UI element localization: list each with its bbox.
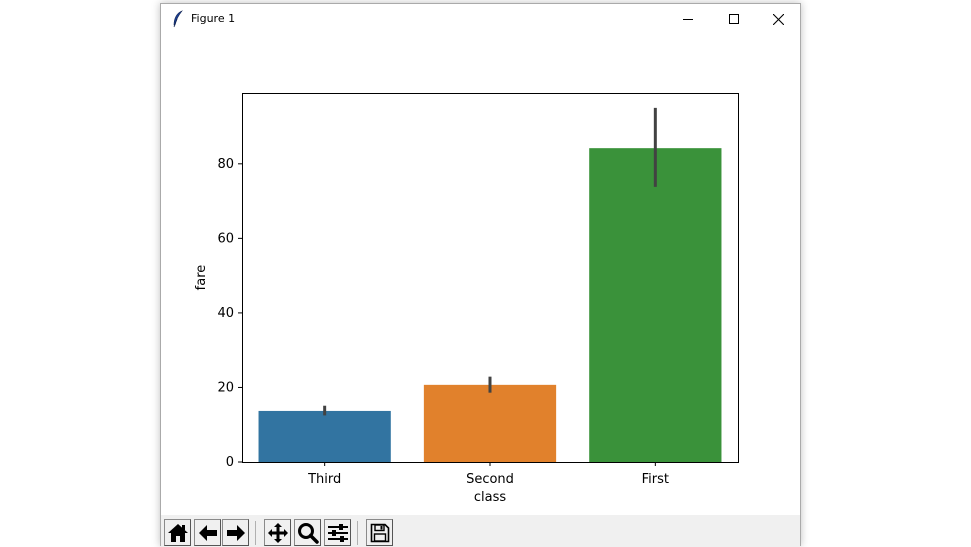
home-icon [167, 523, 188, 542]
x-axis-label: class [474, 490, 506, 505]
maximize-icon [729, 14, 739, 24]
move-icon [267, 522, 288, 543]
minimize-icon [683, 19, 693, 20]
pan-button[interactable] [264, 519, 291, 546]
bar [423, 384, 557, 462]
x-tick-label: Third [307, 472, 341, 487]
arrow-left-icon [198, 524, 217, 541]
configure-subplots-button[interactable] [324, 519, 351, 546]
y-tick-label: 60 [217, 231, 234, 246]
x-tick-label: First [642, 472, 669, 487]
close-icon [772, 13, 784, 25]
y-axis-label: fare [194, 265, 209, 291]
figure-window: Figure 1 0 20 40 60 80 Third Second First class f… [160, 3, 801, 547]
home-button[interactable] [164, 519, 191, 546]
forward-button[interactable] [222, 519, 249, 546]
bar-chart: 0 20 40 60 80 Third Second First class fare [194, 93, 739, 505]
save-button[interactable] [366, 519, 393, 546]
y-tick-label: 80 [217, 157, 234, 172]
floppy-disk-icon [370, 523, 389, 542]
x-tick-label: Second [466, 472, 514, 487]
y-tick-label: 0 [226, 455, 234, 470]
y-tick-label: 40 [217, 306, 234, 321]
magnifier-icon [297, 522, 319, 544]
minimize-button[interactable] [665, 4, 711, 34]
feather-icon [173, 10, 183, 28]
zoom-button[interactable] [294, 519, 321, 546]
back-button[interactable] [194, 519, 221, 546]
sliders-icon [327, 523, 348, 542]
maximize-button[interactable] [711, 4, 757, 34]
toolbar-separator [255, 521, 256, 545]
y-tick-label: 20 [217, 380, 234, 395]
navigation-toolbar [161, 515, 800, 547]
bar [589, 148, 722, 462]
toolbar-separator [357, 521, 358, 545]
arrow-right-icon [226, 524, 245, 541]
figure-canvas[interactable]: 0 20 40 60 80 Third Second First class fare [161, 34, 800, 515]
title-bar[interactable]: Figure 1 [161, 4, 800, 34]
bar [258, 410, 391, 462]
window-title: Figure 1 [191, 12, 236, 25]
close-button[interactable] [755, 4, 801, 34]
